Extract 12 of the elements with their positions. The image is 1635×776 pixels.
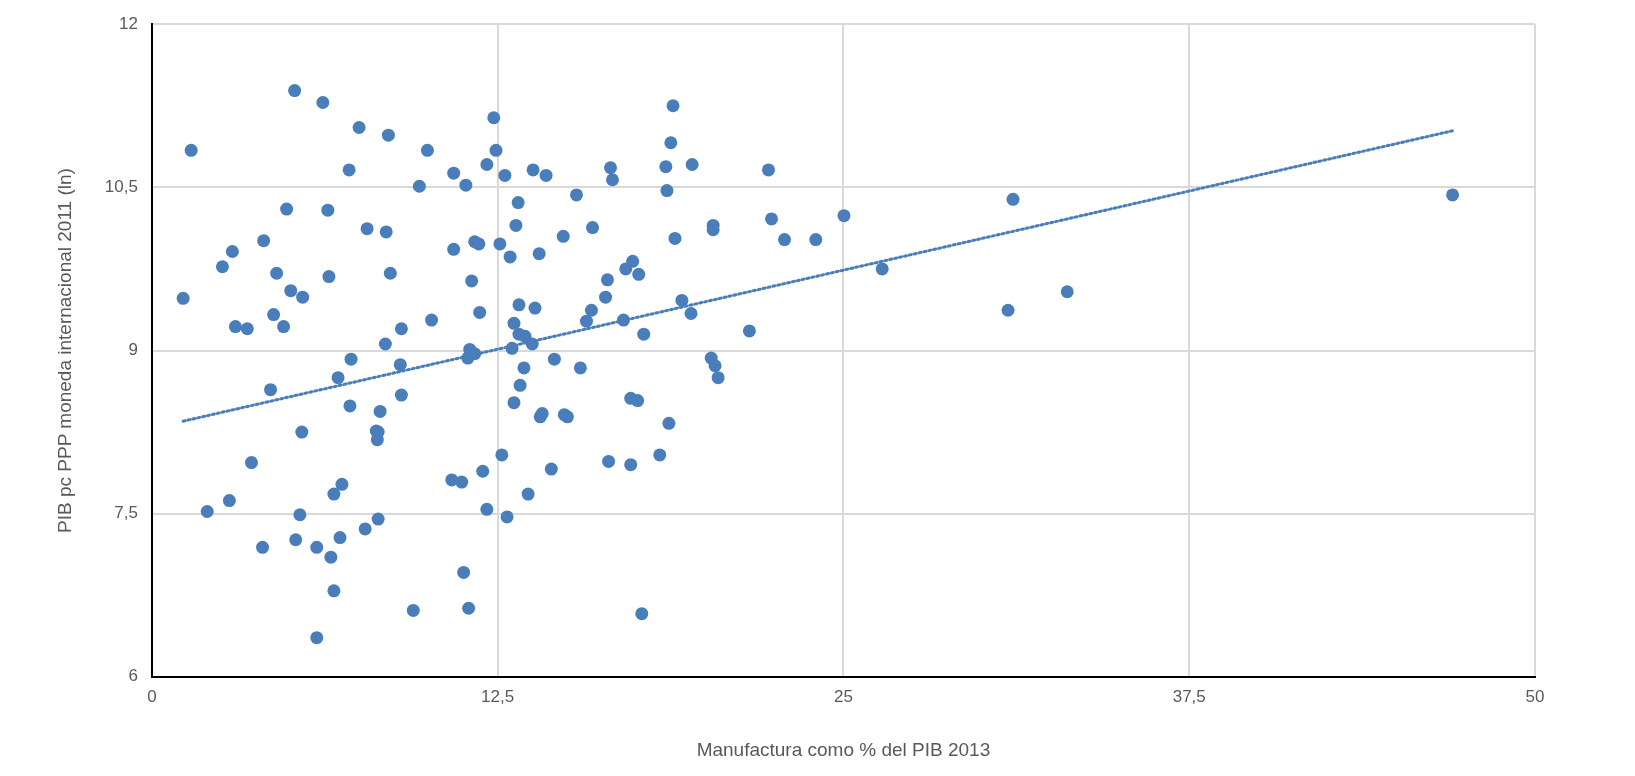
x-tick-label: 25 <box>833 686 853 706</box>
y-tick-label: 9 <box>128 340 138 360</box>
x-tick-label: 50 <box>1525 686 1545 706</box>
x-tick-label: 0 <box>147 686 157 706</box>
y-tick-label: 12 <box>118 13 138 33</box>
y-axis-title: PIB pc PPP moneda internacional 2011 (ln) <box>53 168 75 533</box>
y-tick-label: 6 <box>128 666 138 686</box>
x-axis-title: Manufactura como % del PIB 2013 <box>696 738 991 760</box>
x-tick-label: 37,5 <box>1172 686 1206 706</box>
x-tick-label: 12,5 <box>481 686 515 706</box>
y-tick-label: 7,5 <box>114 503 138 523</box>
y-tick-label: 10,5 <box>104 177 138 197</box>
